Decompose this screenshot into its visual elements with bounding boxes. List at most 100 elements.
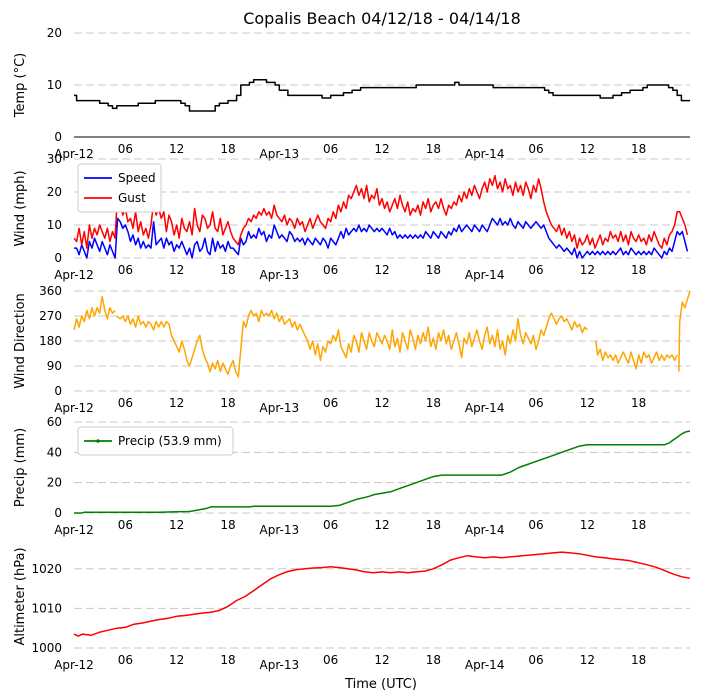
x-axis-label: Time (UTC) <box>344 677 417 692</box>
series-line-precip-53-9-mm <box>74 430 691 514</box>
y-tick-label: 1020 <box>31 562 62 576</box>
x-tick-label: 18 <box>220 653 235 667</box>
x-tick-label: 12 <box>580 653 595 667</box>
x-tick-label: 18 <box>220 396 235 410</box>
y-tick-label: 0 <box>54 251 62 265</box>
x-tick-label: 18 <box>426 142 441 156</box>
x-tick-label: 12 <box>169 653 184 667</box>
legend-label: Precip (53.9 mm) <box>118 434 222 448</box>
x-tick-label: 12 <box>169 518 184 532</box>
series-line-direction <box>678 290 691 372</box>
y-tick-label: 60 <box>47 415 62 429</box>
x-tick-label: 18 <box>631 263 646 277</box>
x-tick-label: 12 <box>580 142 595 156</box>
chart-title: Copalis Beach 04/12/18 - 04/14/18 <box>243 9 521 28</box>
legend-box <box>77 163 162 213</box>
x-tick-label: 06 <box>323 653 338 667</box>
x-tick-label: 12 <box>169 396 184 410</box>
x-tick-label: 06 <box>323 142 338 156</box>
y-axis-label: Wind (mph) <box>13 170 28 246</box>
x-tick-label: Apr-13 <box>260 658 300 672</box>
x-tick-label: 18 <box>220 518 235 532</box>
panel-wind: 0 10 20 30 Wind (mph) Apr-12 06 12 18 Apr-13 06 12 1… <box>13 152 690 282</box>
legend-label: Gust <box>118 191 146 205</box>
x-tick-label: 06 <box>118 653 133 667</box>
y-tick-label: 270 <box>39 309 62 323</box>
y-axis-label: Precip (mm) <box>13 428 28 507</box>
y-tick-label: 30 <box>47 152 62 166</box>
y-tick-label: 360 <box>39 284 62 298</box>
x-tick-label: 18 <box>631 142 646 156</box>
y-axis-label: Altimeter (hPa) <box>13 547 28 645</box>
x-tick-label: 12 <box>169 263 184 277</box>
x-tick-label: 12 <box>580 396 595 410</box>
series-line-direction <box>73 295 116 331</box>
y-tick-label: 0 <box>54 130 62 144</box>
x-tick-label: Apr-12 <box>54 658 94 672</box>
x-tick-label: Apr-14 <box>465 523 505 537</box>
y-tick-label: 1010 <box>31 601 62 615</box>
x-tick-label: 12 <box>374 142 389 156</box>
y-axis-label: Temp (°C) <box>13 53 28 119</box>
x-tick-label: 06 <box>323 396 338 410</box>
x-tick-label: 18 <box>220 263 235 277</box>
y-tick-label: 90 <box>47 359 62 373</box>
panel-precip: 0 20 40 60 Precip (mm) Apr-12 06 12 18 Apr-13 06 12… <box>13 415 691 537</box>
y-tick-label: 0 <box>54 384 62 398</box>
x-tick-label: 18 <box>426 518 441 532</box>
x-tick-label: 06 <box>323 518 338 532</box>
x-tick-label: 12 <box>169 142 184 156</box>
x-tick-label: 06 <box>528 396 543 410</box>
y-tick-label: 1000 <box>31 641 62 655</box>
panel-temp: 0 10 20 Temp (°C) Apr-12 06 12 18 Apr-13 06 12 18 Ap… <box>13 26 690 161</box>
y-tick-label: 0 <box>54 506 62 520</box>
x-tick-label: 06 <box>118 396 133 410</box>
legend-marker <box>96 439 100 443</box>
series-line-temperature <box>74 79 690 112</box>
y-tick-label: 20 <box>47 26 62 40</box>
x-tick-label: Apr-14 <box>465 658 505 672</box>
y-tick-label: 10 <box>47 78 62 92</box>
series-line-direction <box>595 340 678 370</box>
series-line-gust <box>73 174 689 249</box>
x-tick-label: 18 <box>426 263 441 277</box>
x-tick-label: 06 <box>528 518 543 532</box>
y-tick-label: 10 <box>47 218 62 232</box>
x-tick-label: 18 <box>426 396 441 410</box>
series-line-altimeter <box>73 551 691 637</box>
x-tick-label: Apr-13 <box>260 147 300 161</box>
x-tick-label: 12 <box>374 518 389 532</box>
x-tick-label: Apr-12 <box>54 523 94 537</box>
x-tick-label: Apr-12 <box>54 401 94 415</box>
x-tick-label: 06 <box>528 653 543 667</box>
y-tick-label: 20 <box>47 185 62 199</box>
y-tick-label: 40 <box>47 445 62 459</box>
series-line-direction <box>116 309 588 378</box>
x-tick-label: Apr-12 <box>54 268 94 282</box>
x-tick-label: 06 <box>323 263 338 277</box>
x-tick-label: 06 <box>118 518 133 532</box>
x-tick-label: 12 <box>374 396 389 410</box>
x-tick-label: Apr-14 <box>465 268 505 282</box>
x-tick-label: 18 <box>631 396 646 410</box>
x-tick-label: Apr-13 <box>260 401 300 415</box>
x-tick-label: 06 <box>118 142 133 156</box>
x-tick-label: Apr-14 <box>465 147 505 161</box>
x-tick-label: 12 <box>374 653 389 667</box>
y-tick-label: 20 <box>47 476 62 490</box>
panel-direction: 0 90 180 270 360 Wind Direction Apr-12 06 12 18 Ap… <box>13 284 691 415</box>
x-tick-label: 06 <box>528 263 543 277</box>
x-tick-label: 18 <box>220 142 235 156</box>
y-axis-label: Wind Direction <box>13 293 28 389</box>
series-line-speed <box>74 217 689 259</box>
x-tick-label: Apr-13 <box>260 268 300 282</box>
legend-box <box>77 426 234 456</box>
x-tick-label: 12 <box>580 263 595 277</box>
x-tick-label: 18 <box>631 518 646 532</box>
x-tick-label: Apr-12 <box>54 147 94 161</box>
x-tick-label: 12 <box>580 518 595 532</box>
y-tick-label: 180 <box>39 334 62 348</box>
